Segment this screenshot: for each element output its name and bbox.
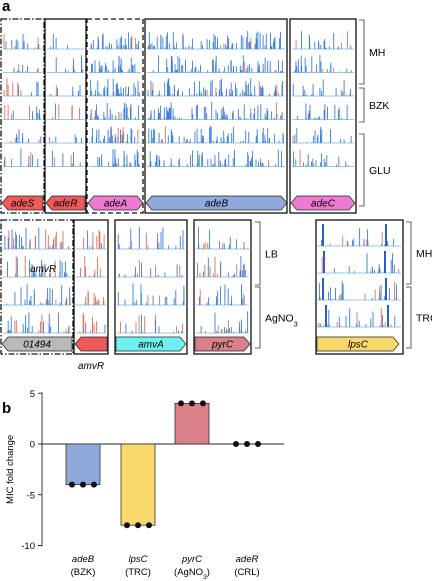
gene-label-adeC: adeC — [311, 199, 336, 210]
replicate-point — [189, 400, 195, 407]
condition-bracket: BZK — [359, 87, 389, 123]
gene-label-adeS: adeS — [11, 199, 35, 210]
gene-arrow-adeA — [87, 195, 144, 211]
replicate-point — [233, 441, 239, 447]
bracket-line — [406, 221, 412, 285]
replicate-point — [124, 522, 130, 529]
bar-adeB — [65, 443, 101, 485]
replicate-point — [91, 481, 97, 488]
gene-arrow-01494 — [1, 336, 73, 352]
gene-arrow- — [74, 336, 108, 352]
gene-window-box — [86, 18, 144, 214]
bracket-line — [359, 87, 365, 123]
gene-label-amvA: amvA — [138, 340, 164, 351]
gene-label-pyrC: pyrC — [211, 340, 234, 351]
gene-arrow-pyrC — [194, 336, 251, 352]
panel-a: adeS adeR adeA adeB adeCMHBZKGLUamvR01494amv… — [0, 18, 432, 372]
replicate-point — [146, 522, 152, 529]
category-gene-label: lpsC — [128, 554, 147, 565]
gene-window-box — [73, 219, 109, 355]
panel-a-letter: a — [2, 0, 11, 15]
amvR-gene-label: amvR — [78, 361, 104, 372]
gene-arrow-adeR — [45, 195, 86, 211]
bracket-line — [359, 19, 365, 85]
gene-arrow-adeS — [1, 195, 44, 211]
category-gene-label: pyrC — [181, 554, 202, 565]
condition-label: MH — [369, 47, 385, 59]
y-tick-label: -10 — [21, 541, 35, 552]
category-condition-label: (TRC) — [125, 567, 151, 578]
condition-label: AgNO3 — [265, 313, 298, 329]
gene-window-box — [114, 219, 188, 355]
condition-bracket: MH — [359, 19, 385, 85]
gene-label-01494: 01494 — [23, 340, 51, 351]
condition-bracket: TRC — [406, 286, 432, 349]
bracket-line — [406, 286, 412, 349]
gene-arrow-adeC — [290, 195, 356, 211]
panel-a-group1: adeS adeR adeA adeB adeC MH BZK GLU — [0, 18, 391, 214]
condition-bracket: AgNO3 — [255, 286, 298, 349]
condition-bracket: GLU — [359, 133, 391, 207]
bar-pyrC — [174, 402, 210, 445]
inline-gene-label: amvR — [30, 264, 56, 275]
gene-window-box — [289, 18, 357, 214]
gene-window-box — [44, 18, 87, 214]
condition-bracket: MH — [406, 221, 432, 285]
condition-label: BZK — [369, 100, 389, 112]
replicate-point — [69, 481, 75, 488]
gene-arrow-amvA — [115, 336, 187, 352]
category-gene-label: adeB — [72, 554, 95, 565]
replicate-point — [244, 441, 250, 447]
replicate-point — [200, 400, 206, 407]
category-gene-label: adeR — [236, 554, 259, 565]
y-tick-label: -5 — [27, 490, 35, 501]
gene-window-box — [315, 219, 404, 355]
panel-a-group3: lpsC MH TRC — [315, 219, 432, 355]
panel-a-group2: amvR 01494 amvR amvA pyrC LB AgNO3 — [0, 219, 298, 372]
bracket-line — [359, 133, 365, 207]
y-axis-label: MIC fold change — [5, 435, 16, 504]
replicate-point — [255, 441, 261, 447]
bracket-line — [255, 286, 261, 349]
y-tick-label: 5 — [30, 389, 35, 400]
gene-label-lpsC: lpsC — [348, 340, 369, 351]
gene-arrow-lpsC — [316, 336, 400, 352]
panel-b-chart: 5 0 -5 -10 MIC fold change adeB (BZK) lpsC (TRC)… — [5, 389, 284, 581]
gene-label-adeA: adeA — [104, 199, 128, 210]
gene-arrow-adeB — [145, 195, 288, 211]
condition-label: LB — [265, 249, 278, 261]
gene-label-adeB: adeB — [205, 199, 229, 210]
condition-label: GLU — [369, 165, 391, 177]
bar-lpsC — [120, 443, 156, 526]
gene-window-box — [193, 219, 252, 355]
category-condition-label: (AgNO3) — [174, 567, 210, 581]
category-condition-label: (BZK) — [71, 567, 96, 578]
panel-b-letter: b — [2, 400, 11, 417]
gene-window-box — [144, 18, 288, 214]
gene-label-adeR: adeR — [54, 199, 78, 210]
category-condition-label: (CRL) — [234, 567, 259, 578]
bracket-line — [255, 221, 261, 286]
gene-window-box — [0, 18, 45, 214]
gene-window-box — [0, 219, 74, 355]
replicate-point — [80, 481, 86, 488]
condition-label: MH — [416, 248, 432, 260]
condition-bracket: LB — [255, 221, 278, 286]
replicate-point — [178, 400, 184, 407]
condition-label: TRC — [416, 313, 432, 325]
y-tick-label: 0 — [30, 440, 35, 451]
replicate-point — [135, 522, 141, 529]
